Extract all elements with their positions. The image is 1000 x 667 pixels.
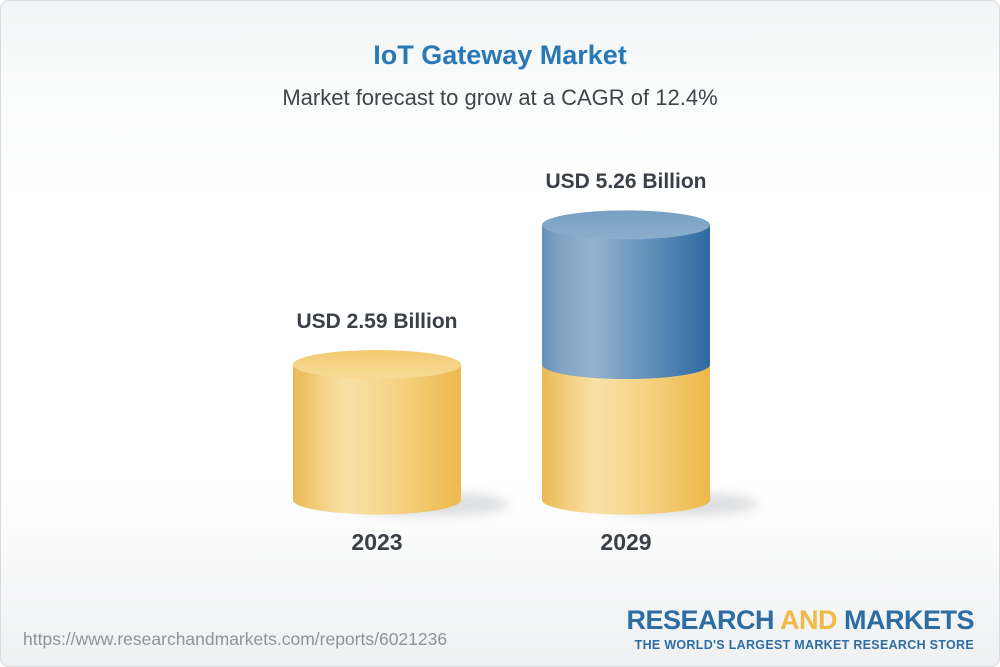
page-title: IoT Gateway Market (373, 40, 627, 70)
cylinder-bar-2029 (542, 210, 758, 516)
category-label-2023: 2023 (351, 529, 403, 555)
category-label-2029: 2029 (600, 529, 652, 555)
logo-word-and: AND (779, 605, 838, 635)
value-label-2023: USD 2.59 Billion (296, 310, 458, 333)
research-and-markets-logo: RESEARCH AND MARKETS THE WORLD'S LARGEST… (626, 607, 974, 653)
logo-word-research: RESEARCH (626, 605, 774, 635)
logo-tagline: THE WORLD'S LARGEST MARKET RESEARCH STOR… (634, 638, 974, 652)
page-subtitle: Market forecast to grow at a CAGR of 12.… (282, 84, 718, 110)
logo-word-markets: MARKETS (844, 605, 975, 635)
logo-wordmark: RESEARCH AND MARKETS (626, 607, 974, 634)
value-label-2029: USD 5.26 Billion (545, 170, 707, 193)
chart-header: IoT Gateway Market Market forecast to gr… (1, 40, 999, 111)
report-url-text: https://www.researchandmarkets.com/repor… (23, 629, 448, 649)
cylinder-bar-2023 (293, 350, 509, 516)
